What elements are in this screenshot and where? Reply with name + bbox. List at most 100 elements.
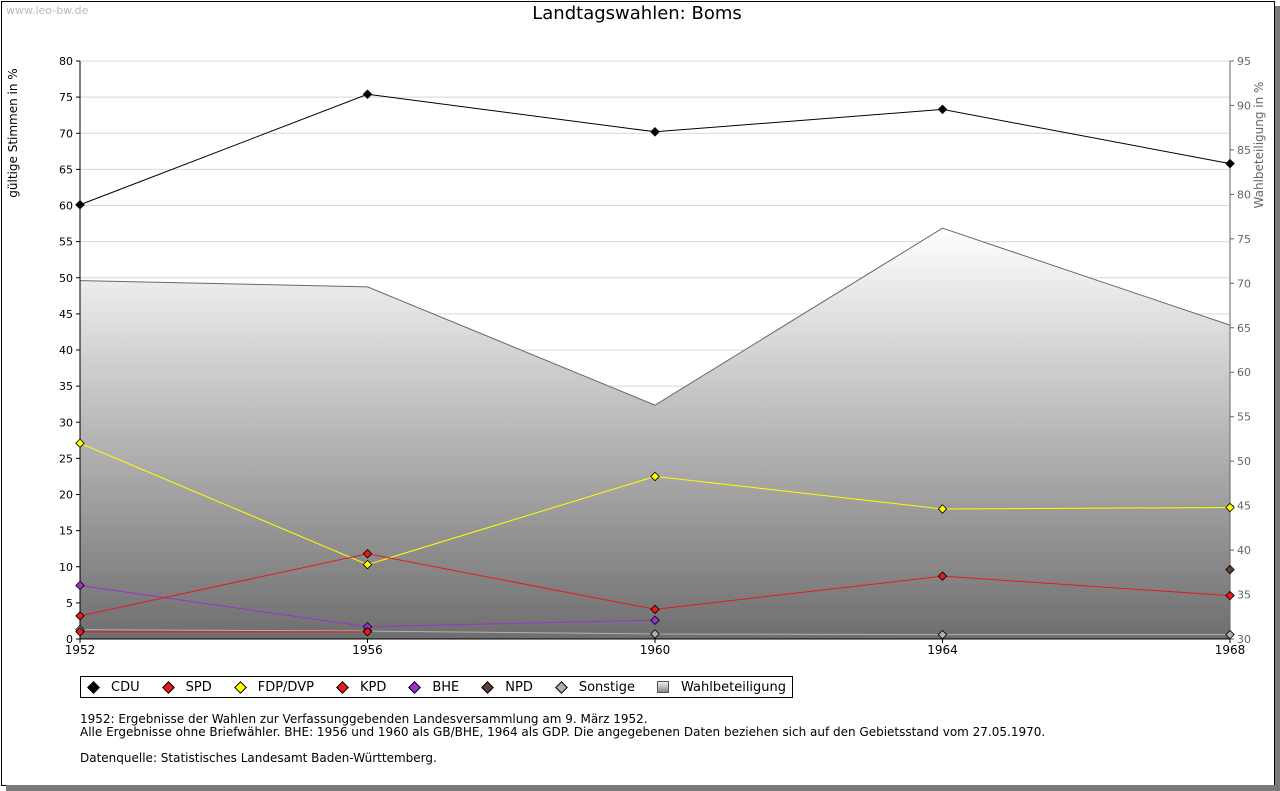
y-tick-label-65: 65: [59, 163, 73, 176]
point-spd-1968: [1225, 590, 1235, 601]
y-tick-label-25: 25: [59, 452, 73, 465]
axes: 0 5 10 15 20 25 30 35 40 45 50 55 60 65 70 75 80 30 35 40 45…: [59, 55, 1251, 657]
chart-title: Landtagswahlen: Boms: [532, 3, 742, 24]
legend-label-kpd: KPD: [359, 679, 387, 695]
series: [75, 89, 1235, 640]
y-right-tick-label-95: 95: [1237, 55, 1251, 68]
point-spd-1960: [650, 604, 660, 615]
y-right-tick-label-30: 30: [1237, 633, 1251, 646]
y-right-tick-label-85: 85: [1237, 144, 1251, 157]
legend-label-fdp-dvp: FDP/DVP: [257, 679, 314, 695]
point-bhe-1952: [75, 580, 85, 591]
y-tick-label-20: 20: [59, 489, 73, 502]
legend-item-wahlbeteiligung: Wahlbeteiligung: [657, 680, 786, 695]
legend-marker-cdu: [87, 681, 99, 693]
point-cdu-1968: [1225, 158, 1235, 169]
legend-item-spd: SPD: [162, 680, 212, 695]
note-source: Datenquelle: Statistisches Landesamt Bad…: [80, 751, 437, 765]
note-1: 1952: Ergebnisse der Wahlen zur Verfassu…: [80, 712, 648, 726]
note-2: Alle Ergebnisse ohne Briefwähler. BHE: 1…: [80, 725, 1046, 739]
y-tick-label-5: 5: [66, 597, 73, 610]
point-cdu-1956: [362, 89, 373, 100]
legend-marker-spd: [162, 681, 174, 693]
legend-item-cdu: CDU: [87, 680, 140, 695]
point-cdu-1960: [650, 127, 660, 137]
x-tick-label-1960: 1960: [640, 643, 671, 657]
turnout-area-fill: [80, 228, 1230, 639]
y-right-tick-label-60: 60: [1237, 366, 1251, 379]
point-cdu-1952: [75, 200, 85, 210]
point-npd-1968: [1225, 564, 1235, 575]
line-chart: 0 5 10 15 20 25 30 35 40 45 50 55 60 65 70 75 80 30 35 40 45…: [6, 55, 1266, 657]
point-sonstige-1968: [1225, 629, 1235, 640]
frame-shadow-right: [1275, 6, 1280, 791]
legend-label-cdu: CDU: [111, 679, 140, 695]
point-kpd-1952: [75, 627, 85, 637]
legend-marker-fdp-dvp: [234, 681, 246, 693]
legend-marker-npd: [481, 681, 493, 693]
point-fdp-dvp-1968: [1225, 502, 1235, 513]
point-spd-1964: [937, 571, 948, 581]
legend-item-fdp-dvp: FDP/DVP: [234, 680, 314, 695]
legend-item-kpd: KPD: [336, 680, 386, 695]
x-tick-label-1964: 1964: [927, 643, 958, 657]
footnotes: 1952: Ergebnisse der Wahlen zur Verfassu…: [80, 713, 1045, 765]
y-right-tick-label-90: 90: [1237, 99, 1251, 112]
y-tick-label-75: 75: [59, 91, 73, 104]
y-right-tick-label-80: 80: [1237, 188, 1251, 201]
y-tick-label-40: 40: [59, 344, 73, 357]
legend-item-sonstige: Sonstige: [555, 680, 635, 695]
y-tick-label-30: 30: [59, 416, 73, 429]
point-bhe-1960: [650, 615, 660, 625]
legend-label-sonstige: Sonstige: [578, 679, 636, 695]
frame-shadow-bottom: [6, 785, 1280, 791]
y-tick-label-45: 45: [59, 308, 73, 321]
point-sonstige-1964: [937, 629, 948, 640]
legend-item-npd: NPD: [481, 680, 533, 695]
y-tick-label-70: 70: [59, 127, 73, 140]
legend-marker-kpd: [336, 681, 348, 693]
x-tick-label-1956: 1956: [352, 643, 383, 657]
point-spd-1952: [75, 611, 85, 621]
y-right-tick-label-40: 40: [1237, 544, 1251, 557]
legend-label-npd: NPD: [505, 679, 533, 695]
legend-label-bhe: BHE: [432, 679, 460, 695]
legend-label-wahlbeteiligung: Wahlbeteiligung: [681, 679, 787, 695]
y-tick-label-0: 0: [66, 633, 73, 646]
legend-item-bhe: BHE: [408, 680, 459, 695]
y-tick-label-50: 50: [59, 272, 73, 285]
y-right-tick-label-65: 65: [1237, 322, 1251, 335]
y-axis-label-left: gültige Stimmen in %: [6, 68, 20, 197]
watermark: www.leo-bw.de: [6, 4, 89, 17]
y-tick-label-55: 55: [59, 236, 73, 249]
y-right-tick-label-35: 35: [1237, 589, 1251, 602]
x-tick-label-1952: 1952: [65, 643, 96, 657]
y-right-tick-label-55: 55: [1237, 411, 1251, 424]
y-right-tick-label-50: 50: [1237, 455, 1251, 468]
point-fdp-dvp-1956: [362, 559, 373, 570]
point-cdu-1964: [937, 104, 948, 115]
y-tick-label-35: 35: [59, 380, 73, 393]
y-tick-label-60: 60: [59, 200, 73, 213]
point-sonstige-1960: [650, 629, 660, 639]
y-tick-label-80: 80: [59, 55, 73, 68]
y-right-tick-label-70: 70: [1237, 277, 1251, 290]
legend-label-spd: SPD: [185, 679, 212, 695]
point-fdp-dvp-1960: [650, 471, 660, 482]
series-line-cdu: [79, 93, 1231, 206]
legend: CDU SPD FDP/DVP KPD BHE NPD Sonstige Wahlbeteil…: [80, 676, 794, 698]
y-tick-label-15: 15: [59, 525, 73, 538]
legend-marker-bhe: [408, 681, 420, 693]
turnout-line: [79, 227, 1231, 406]
point-fdp-dvp-1964: [937, 504, 948, 514]
y-tick-label-10: 10: [59, 561, 73, 574]
x-tick-label-1968: 1968: [1215, 643, 1246, 657]
turnout-area: [79, 227, 1231, 639]
y-right-tick-label-45: 45: [1237, 500, 1251, 513]
point-fdp-dvp-1952: [75, 438, 85, 448]
point-spd-1956: [362, 548, 373, 559]
legend-marker-sonstige: [555, 681, 567, 693]
point-kpd-1956: [362, 627, 373, 637]
y-axis-label-right: Wahlbeteiligung in %: [1252, 82, 1266, 209]
legend-marker-wahlbeteiligung: [657, 681, 670, 693]
